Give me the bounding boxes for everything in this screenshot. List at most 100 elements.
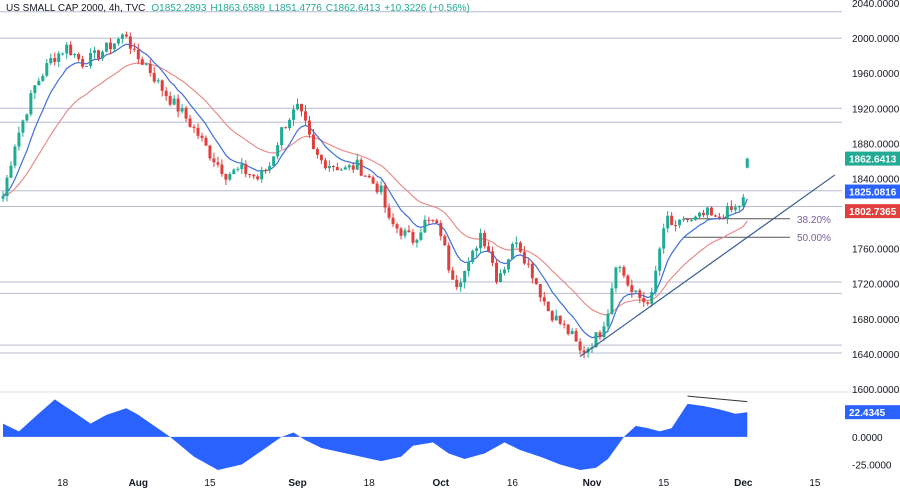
candle	[85, 65, 89, 68]
time-axis[interactable]: 18 Aug 15 Sep 18 Oct 16 Nov 15 Dec 15	[57, 478, 821, 489]
support-trendline	[579, 174, 836, 358]
oscillator-area	[3, 399, 748, 470]
candle	[112, 43, 116, 53]
candle	[228, 171, 232, 182]
candle	[411, 229, 415, 246]
candle-body	[447, 245, 451, 271]
candle	[435, 218, 439, 224]
candle	[686, 218, 690, 223]
candle-body	[355, 159, 359, 170]
candle-body	[276, 145, 280, 157]
candle	[518, 241, 522, 254]
candle	[463, 270, 467, 289]
candle	[654, 265, 658, 296]
candle-body	[435, 220, 439, 224]
candle	[499, 269, 502, 283]
candle	[53, 52, 57, 66]
candle-body	[709, 207, 713, 216]
x-tick-label: Oct	[432, 478, 449, 489]
candle	[212, 152, 216, 167]
candle-body	[423, 219, 427, 233]
moving-averages	[2, 43, 748, 339]
candle	[41, 73, 45, 82]
y-tick-label: 1760.0000	[852, 245, 900, 256]
candle	[347, 163, 351, 171]
candle-body	[57, 53, 61, 62]
fib-level-label: 38.20%	[797, 215, 831, 226]
candle-body	[280, 127, 284, 146]
candle	[188, 115, 192, 128]
candle	[144, 62, 148, 66]
candle	[339, 168, 343, 172]
candle-body	[745, 158, 749, 168]
candle-body	[224, 174, 228, 180]
candle-body	[331, 165, 335, 168]
trendline[interactable]	[579, 174, 836, 358]
candle-body	[116, 38, 120, 44]
candle	[467, 257, 471, 277]
candle	[164, 86, 168, 101]
candle-body	[650, 291, 654, 304]
candle	[81, 55, 85, 69]
candle	[391, 213, 395, 228]
candle	[29, 89, 33, 117]
candle	[427, 216, 431, 225]
candle-body	[391, 217, 395, 225]
candle	[5, 174, 9, 202]
candle-body	[232, 169, 236, 175]
candle	[562, 320, 566, 329]
candle-body	[296, 103, 300, 110]
candle-body	[140, 59, 144, 65]
candle	[13, 144, 17, 169]
candle-body	[228, 174, 232, 180]
y-tick-label: 1880.0000	[852, 139, 900, 150]
candle-body	[89, 52, 93, 66]
candle-body	[403, 230, 407, 236]
candle	[403, 227, 407, 239]
candle	[204, 135, 208, 147]
candle	[721, 214, 725, 220]
candle-body	[160, 80, 164, 91]
candle	[479, 228, 483, 254]
candle	[622, 265, 626, 279]
candle	[554, 309, 558, 321]
candle-body	[93, 50, 97, 53]
candle	[69, 41, 73, 56]
candle-body	[176, 98, 180, 112]
candle	[701, 209, 705, 218]
candle-body	[367, 175, 371, 178]
ohlc-open: O1852.2893	[151, 3, 206, 14]
symbol-interval: 4h	[109, 3, 120, 14]
candle	[184, 105, 188, 122]
candle	[148, 59, 152, 77]
candle	[741, 194, 745, 208]
candle-body	[550, 311, 554, 321]
candle-body	[152, 72, 156, 82]
candle	[136, 43, 140, 65]
candle-body	[554, 315, 558, 321]
candle-body	[315, 149, 319, 155]
candle-body	[622, 267, 626, 276]
ohlc-low: L1851.4776	[269, 3, 322, 14]
candle	[284, 126, 288, 129]
candle	[208, 144, 212, 161]
candle-body	[387, 207, 391, 218]
candle	[256, 174, 260, 181]
candle-body	[168, 96, 172, 105]
osc-tick-label: -25.0000	[852, 460, 892, 471]
candle-body	[658, 248, 662, 271]
candle-body	[443, 236, 447, 246]
candle	[319, 154, 323, 165]
candle-body	[81, 58, 85, 67]
candle-body	[721, 217, 725, 219]
candle	[530, 261, 534, 284]
candle	[717, 212, 721, 220]
price-axis[interactable]: 2040.0000 2000.0000 1960.0000 1920.0000 1880…	[852, 0, 900, 471]
candle	[303, 105, 307, 126]
candle-body	[77, 54, 81, 59]
candle	[77, 52, 81, 62]
x-tick-label: Aug	[129, 478, 148, 489]
candle	[439, 220, 443, 241]
candle	[694, 215, 698, 221]
